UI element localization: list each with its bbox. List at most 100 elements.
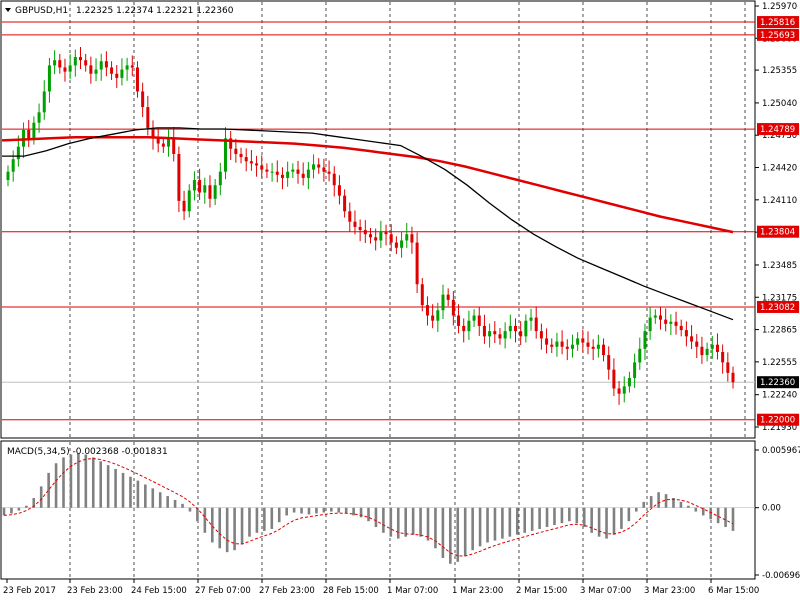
candle-body	[192, 180, 196, 191]
symbol-header[interactable]: GBPUSD,H1 1.22325 1.22374 1.22321 1.2236…	[5, 6, 234, 16]
macd-bar	[724, 507, 727, 528]
candle-body	[602, 344, 606, 356]
dropdown-triangle-icon[interactable]	[5, 8, 11, 12]
candle-body	[244, 157, 248, 162]
macd-bar	[77, 453, 80, 508]
macd-bar	[612, 507, 616, 535]
candle-body	[198, 180, 202, 193]
candle-body	[539, 331, 543, 339]
price-axis: 1.259701.256601.253551.250401.247301.244…	[755, 2, 797, 433]
macd-bar	[627, 507, 631, 522]
candle-body	[6, 171, 10, 181]
candle-body	[545, 338, 549, 345]
macd-bar	[337, 507, 341, 513]
candle-body	[161, 143, 165, 147]
candle-body	[560, 341, 564, 347]
candle-body	[669, 321, 673, 324]
macd-panel-frame	[0, 440, 756, 580]
candle-body	[115, 73, 119, 78]
level-tag-label: 1.25816	[760, 18, 795, 28]
macd-bar	[582, 507, 586, 528]
macd-bar	[240, 507, 244, 545]
candles	[6, 47, 735, 405]
candle-body	[135, 67, 139, 92]
macd-bar	[277, 507, 281, 523]
candle-body	[379, 232, 383, 241]
candle-body	[130, 65, 134, 68]
macd-bar	[411, 507, 415, 535]
y-tick-label: 1.22865	[762, 326, 797, 336]
macd-panel: 0.005967 0.00 -0.006964	[2, 446, 800, 581]
macd-bar	[553, 507, 556, 526]
price-tags: 1.25816 1.25693 1.24789 1.23804 1.23082 1.220…	[757, 16, 799, 426]
candle-body	[607, 355, 611, 370]
time-axis: 23 Feb 2017 23 Feb 23:00 24 Feb 15:00 27 Fe…	[3, 579, 759, 596]
candle-body	[348, 211, 352, 222]
candle-body	[218, 171, 222, 186]
macd-bar	[523, 507, 527, 533]
macd-bar	[404, 507, 407, 537]
candle-body	[633, 362, 637, 379]
candle-body	[710, 344, 714, 349]
candle-body	[224, 138, 227, 172]
macd-bar	[687, 505, 690, 508]
candle-body	[89, 65, 93, 74]
macd-bar	[54, 463, 58, 508]
candle-body	[255, 163, 259, 166]
candle-body	[451, 299, 455, 316]
y-tick-label: 1.24730	[762, 131, 797, 141]
candle-body	[286, 171, 290, 178]
candle-body	[358, 226, 362, 231]
candle-body	[187, 190, 191, 212]
macd-bar	[10, 507, 13, 514]
current-price-label: 1.22360	[760, 378, 795, 388]
candle-body	[239, 153, 243, 158]
candle-body	[312, 164, 316, 170]
candle-body	[524, 320, 528, 337]
candle-body	[648, 317, 652, 332]
candle-body	[146, 107, 150, 128]
candle-body	[27, 130, 31, 139]
macd-signal-line	[3, 458, 734, 557]
candle-body	[503, 331, 507, 339]
macd-bar	[255, 507, 259, 533]
candle-body	[141, 91, 145, 108]
candle-body	[596, 344, 600, 349]
candle-body	[327, 171, 331, 174]
macd-bar	[106, 465, 110, 508]
candle-body	[674, 321, 678, 326]
macd-bar	[620, 507, 623, 529]
candle-body	[234, 148, 238, 154]
candle-body	[612, 369, 616, 389]
candle-body	[301, 173, 305, 178]
candle-body	[425, 305, 429, 316]
macd-bar	[426, 507, 430, 541]
level-tag-label: 1.24789	[760, 125, 795, 135]
x-tick-label: 3 Mar 07:00	[580, 586, 631, 596]
candle-body	[415, 242, 419, 285]
candle-body	[270, 171, 274, 173]
candle-body	[684, 330, 688, 337]
candle-body	[591, 346, 595, 349]
candle-body	[617, 388, 621, 394]
y-tick-label: 1.24420	[762, 164, 797, 174]
macd-y-tick-label: 0.00	[762, 504, 781, 514]
candle-body	[705, 348, 709, 356]
candle-body	[441, 294, 445, 311]
horizontal-levels[interactable]	[2, 21, 755, 421]
macd-bar	[330, 507, 333, 512]
candle-body	[317, 164, 321, 168]
candle-body	[32, 122, 36, 139]
macd-bar	[590, 507, 593, 533]
macd-bar	[508, 507, 512, 537]
y-tick-label: 1.24110	[762, 196, 797, 206]
macd-bar	[181, 503, 184, 508]
macd-bar	[434, 507, 437, 549]
candle-body	[581, 338, 585, 343]
candle-body	[58, 60, 62, 68]
candle-body	[229, 138, 233, 149]
candle-body	[208, 185, 212, 199]
macd-bar	[709, 507, 712, 520]
macd-bar	[315, 507, 318, 514]
